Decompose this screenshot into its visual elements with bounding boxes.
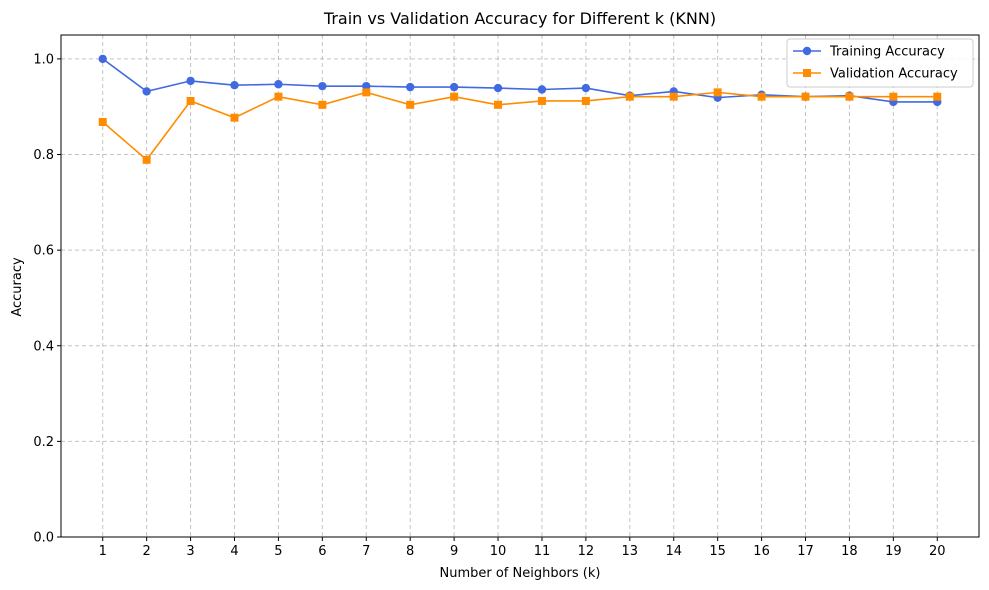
x-tick-label: 19 (885, 544, 902, 559)
x-tick-label: 11 (534, 544, 551, 559)
x-tick-label: 7 (362, 544, 370, 559)
data-point (230, 113, 239, 122)
x-tick-label: 4 (230, 544, 238, 559)
data-point (405, 82, 415, 92)
data-point (450, 92, 459, 101)
data-point (230, 81, 239, 90)
data-point (669, 92, 678, 101)
legend: Training Accuracy Validation Accuracy (786, 38, 974, 88)
data-point (537, 96, 546, 105)
x-tick-label: 5 (274, 544, 282, 559)
y-tick-label: 0.6 (33, 244, 54, 259)
data-point (933, 92, 942, 101)
legend-label: Training Accuracy (829, 45, 945, 60)
data-point (493, 83, 503, 93)
data-point (713, 88, 722, 97)
series-layer (98, 54, 942, 164)
data-point (186, 76, 195, 86)
data-point (757, 92, 766, 101)
data-point (625, 92, 634, 101)
legend-box (786, 38, 974, 88)
data-point (537, 85, 547, 94)
x-tick-label: 14 (665, 544, 682, 559)
legend-entry: Validation Accuracy (793, 67, 958, 82)
x-axis-label: Number of Neighbors (k) (440, 566, 601, 581)
data-point (362, 88, 371, 97)
data-point (581, 96, 590, 105)
data-point (581, 83, 591, 93)
data-point (142, 155, 151, 164)
x-tick-label: 9 (450, 544, 458, 559)
chart-title: Train vs Validation Accuracy for Differe… (323, 9, 716, 28)
x-tick-label: 15 (709, 544, 726, 559)
x-tick-label: 2 (143, 544, 151, 559)
x-tick-label: 10 (490, 544, 507, 559)
data-point (274, 80, 283, 89)
y-tick-label: 0.8 (33, 148, 54, 163)
grid (61, 35, 979, 538)
data-point (449, 82, 459, 92)
plot-frame (60, 34, 980, 538)
data-point (98, 54, 107, 64)
data-point (362, 81, 371, 91)
data-point (801, 92, 810, 101)
x-tick-label: 8 (406, 544, 414, 559)
y-tick-label: 1.0 (33, 52, 54, 67)
data-point (186, 96, 195, 105)
data-point (98, 118, 107, 127)
series-training (98, 54, 942, 107)
series-validation (98, 88, 942, 164)
y-tick-label: 0.2 (33, 435, 54, 450)
y-tick-label: 0.4 (33, 339, 54, 354)
data-point (845, 92, 854, 101)
data-point (318, 81, 327, 91)
tick-layer: 1 2 3 4 5 6 7 8 9 10 11 12 13 14 15 16 17 18 19 200.00.20.4… (33, 52, 945, 559)
data-point (318, 100, 327, 109)
x-tick-label: 20 (929, 544, 946, 559)
legend-label: Validation Accuracy (830, 67, 958, 82)
legend-marker (803, 69, 811, 77)
legend-marker (802, 46, 812, 56)
data-point (274, 92, 283, 101)
data-point (406, 100, 415, 109)
x-tick-label: 18 (841, 544, 858, 559)
legend-entries: Training Accuracy Validation Accuracy (793, 45, 958, 82)
y-axis-label: Accuracy (10, 257, 25, 317)
x-tick-label: 6 (318, 544, 326, 559)
x-tick-label: 16 (753, 544, 770, 559)
data-point (889, 92, 898, 101)
x-tick-label: 13 (622, 544, 639, 559)
x-tick-label: 12 (578, 544, 595, 559)
y-tick-label: 0.0 (33, 531, 54, 546)
x-tick-label: 3 (186, 544, 194, 559)
legend-entry: Training Accuracy (793, 45, 945, 60)
data-point (142, 87, 151, 96)
series-line (102, 91, 938, 161)
data-point (494, 100, 503, 109)
x-tick-label: 17 (797, 544, 814, 559)
x-tick-label: 1 (99, 544, 107, 559)
